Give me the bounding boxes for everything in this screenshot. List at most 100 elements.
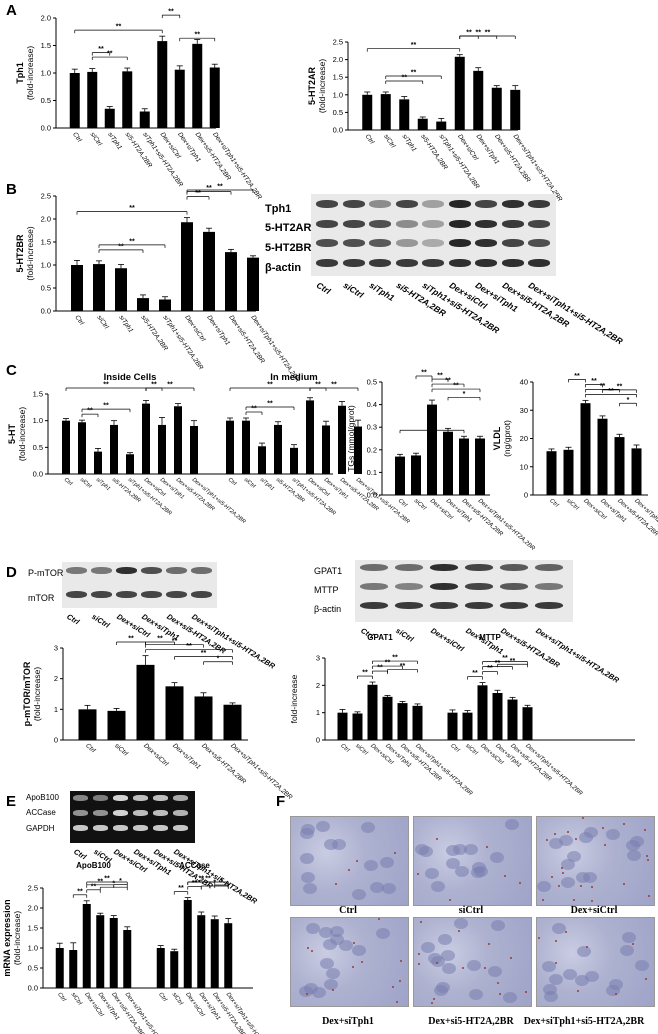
sig-marker: **: [157, 636, 163, 643]
cell-nucleus: [606, 828, 621, 840]
y-axis-label-group: 5-HT (fold-increase): [7, 407, 27, 461]
sig-marker: **: [485, 30, 491, 37]
lipid-droplet: [352, 965, 355, 968]
y-tick-label: 0.1: [367, 468, 377, 477]
band-mtor-dex-sitph1-si5-ht2a-2br: [191, 591, 212, 598]
band-p-mtor-ctrl: [66, 567, 87, 574]
group-title-accase: ACCase: [179, 861, 210, 870]
y-tick-label: 1: [54, 705, 58, 714]
sig-marker: *: [463, 391, 466, 398]
sig-marker: **: [206, 185, 212, 192]
cell-nucleus: [559, 835, 574, 847]
cell-nucleus: [326, 968, 341, 980]
bar-ctrl: [395, 456, 405, 495]
y-tick-label: 0.0: [41, 124, 51, 133]
sig-marker: **: [104, 876, 110, 883]
band-mttp-dex-sitph1-si5-ht2a-2br: [535, 583, 563, 590]
lipid-droplet: [483, 967, 486, 970]
y-axis-label-2: (fold-increase): [25, 226, 35, 280]
x-tick-label: siCtrl: [70, 992, 83, 1007]
band-5-ht2br-dex-sitph1-si5-ht2a-2br: [528, 239, 550, 247]
gel-e-label-apob100: ApoB100: [26, 793, 59, 802]
sig-marker: **: [87, 408, 93, 415]
blot-d-label-mttp: MTTP: [314, 585, 339, 595]
band-actin-dex-si5-ht2a-2br: [501, 258, 524, 267]
lipid-droplet: [573, 898, 576, 901]
cell-nucleus: [323, 939, 338, 951]
cell-nucleus: [606, 984, 621, 996]
sig-marker: **: [167, 382, 173, 389]
y-tick-label: 2.0: [28, 904, 38, 913]
cell-nucleus: [463, 843, 478, 855]
x-tick-label: Dex+siTph1+si5-HT2A,2BR: [414, 743, 474, 797]
bar-dex-sitph1-si5-ht2a-2br-in-medium: [354, 426, 362, 474]
panel-letter-f: F: [276, 793, 286, 810]
bar-sitph1: [399, 99, 410, 130]
y-tick-label: 30: [520, 406, 528, 415]
band-5-ht2ar-si5-ht2a-2br: [395, 219, 418, 228]
y-tick-label: 20: [520, 434, 528, 443]
lipid-droplet: [562, 872, 565, 875]
bar-dex-sictrl: [454, 56, 465, 131]
bar-dex-sictrl: [427, 404, 437, 495]
bar-dex-si5-ht2a-2br-gpat1: [397, 703, 408, 740]
cell-nucleus: [454, 918, 469, 930]
x-tick-label: Ctrl: [397, 498, 408, 509]
x-tick-label: Ctrl: [364, 133, 376, 146]
y-axis-label-group: Tph1 (fold-increase): [15, 46, 35, 100]
sig-marker: **: [331, 382, 337, 389]
lipid-droplet: [623, 823, 626, 826]
lipid-droplet: [331, 989, 334, 992]
band-gpat1-dex-sictrl: [430, 564, 458, 571]
bar-dex-sictrl: [157, 41, 168, 128]
bar-dex-si5-ht2a-2br: [459, 438, 469, 495]
x-tick-label: Ctrl: [449, 743, 460, 754]
y-axis-label-group: p-mTOR/mTOR (fold-increase): [22, 661, 42, 726]
cell-nucleus: [537, 881, 552, 893]
sig-marker: **: [217, 184, 223, 191]
lipid-droplet: [646, 854, 649, 857]
cell-nucleus: [548, 837, 563, 849]
chart-5ht2br-expression: 0.0 0.5 1.0 1.5 2.0 2.5 5-HT2BR (fold-increase)…: [15, 184, 301, 385]
band-5-ht2br-ctrl: [316, 239, 338, 247]
y-axis-label-2: (fold-increase): [32, 667, 42, 721]
sig-marker: **: [453, 383, 459, 390]
sig-marker: *: [119, 878, 122, 885]
lipid-droplet: [306, 993, 309, 995]
bar-sictrl: [87, 71, 98, 128]
sig-marker: **: [168, 9, 174, 16]
sig-marker: **: [591, 378, 597, 385]
y-axis-label-group: 5-HT2BR (fold-increase): [15, 226, 35, 280]
y-tick-label: 1.5: [333, 73, 343, 82]
bar-si5-ht2a-2br: [137, 298, 149, 311]
band-5-ht2br-dex-sitph1: [475, 239, 497, 247]
cell-nucleus: [360, 821, 375, 833]
lipid-droplet: [574, 837, 577, 840]
cell-nucleus: [306, 922, 321, 934]
y-axis-label: 5-HT2AR: [307, 67, 317, 106]
sig-marker: **: [201, 650, 207, 657]
y-axis-label: VLDL: [492, 426, 502, 450]
y-tick-label: 2.5: [333, 38, 343, 47]
band-tph1-dex-si5-ht2a-2br: [501, 200, 524, 208]
y-tick-label: 0.5: [41, 284, 51, 293]
cell-nucleus: [504, 818, 519, 830]
lipid-droplet: [550, 875, 553, 878]
lipid-droplet: [432, 998, 435, 1001]
lane-label-sitph1: siTph1: [367, 280, 397, 304]
bar-si5-ht2a-2br-inside-cells: [110, 424, 118, 474]
lipid-droplet: [398, 979, 401, 982]
bar-dex-sitph1: [443, 431, 453, 495]
band-actin-dex-sitph1-si5-ht2a-2br: [528, 258, 550, 267]
sig-marker: **: [495, 660, 501, 667]
micrograph-caption-ctrl: Ctrl: [339, 905, 357, 916]
chart-5ht2ar-expression: 0.0 0.5 1.0 1.5 2.0 2.5 5-HT2AR (fold-increase)…: [307, 30, 564, 204]
cell-nucleus: [585, 970, 599, 982]
cell-nucleus: [583, 827, 598, 839]
band-gpat1-ctrl: [360, 564, 388, 571]
sig-marker: **: [411, 69, 417, 76]
y-axis-label: mRNA expression: [2, 899, 12, 976]
y-axis-label-group: TGs (mmol/gprot): [346, 405, 356, 472]
y-tick-label: 1.0: [333, 90, 343, 99]
lipid-droplet: [503, 875, 506, 878]
